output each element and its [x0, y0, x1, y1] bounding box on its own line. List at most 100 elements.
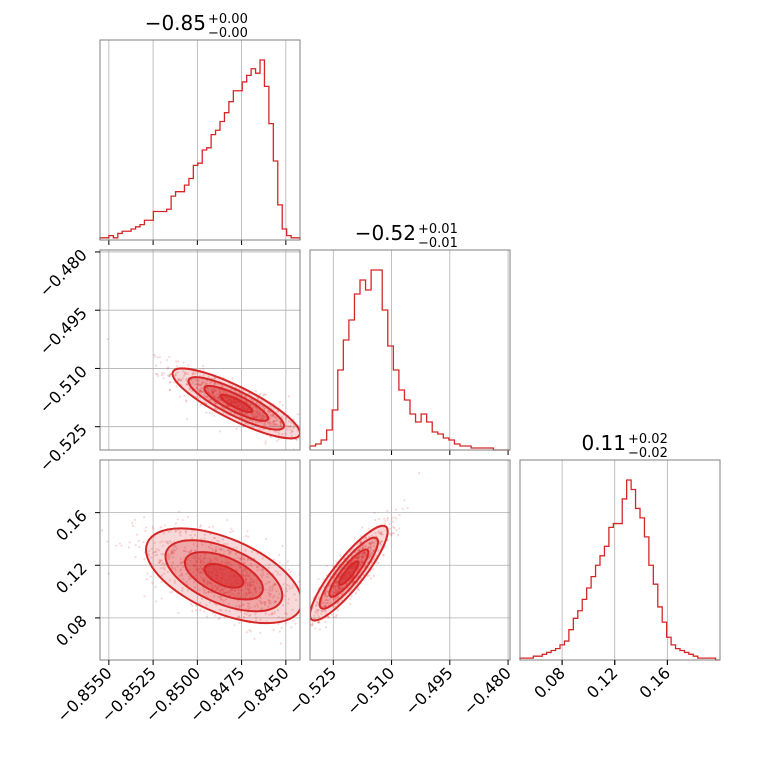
sample-point — [199, 557, 202, 560]
sample-point — [168, 375, 171, 378]
sample-point — [189, 602, 193, 606]
sample-point — [209, 543, 213, 546]
sample-point — [174, 529, 178, 533]
sample-point — [205, 379, 208, 382]
sample-point — [246, 583, 249, 586]
sample-point — [219, 598, 222, 601]
sample-point — [228, 591, 232, 594]
sample-point — [217, 396, 220, 399]
sample-point — [262, 428, 265, 431]
sample-point — [212, 387, 215, 391]
sample-point — [218, 616, 221, 620]
sample-point — [345, 582, 348, 585]
sample-point — [211, 547, 214, 550]
sample-point — [324, 609, 327, 612]
sample-point — [226, 392, 229, 395]
sample-point — [217, 393, 220, 396]
sample-point — [233, 589, 236, 592]
sample-point — [273, 612, 276, 615]
sample-point — [373, 511, 376, 514]
sample-point — [218, 540, 221, 543]
sample-point — [202, 557, 205, 560]
sample-point — [248, 573, 251, 576]
sample-point — [262, 394, 265, 397]
sample-point — [324, 604, 327, 607]
sample-point — [292, 427, 295, 430]
sample-point — [220, 385, 224, 388]
sample-point — [253, 637, 256, 640]
sample-point — [276, 419, 279, 422]
sample-point — [268, 595, 271, 598]
sample-point — [214, 401, 217, 405]
sample-point — [355, 557, 358, 560]
sample-point — [254, 613, 257, 616]
sample-point — [203, 395, 207, 398]
sample-point — [241, 574, 244, 577]
sample-point — [154, 550, 157, 554]
sample-point — [208, 557, 211, 560]
sample-point — [254, 415, 257, 418]
histogram-line-2 — [519, 479, 720, 661]
sample-point — [201, 571, 204, 574]
sample-point — [206, 396, 210, 399]
sample-point — [267, 599, 270, 602]
sample-point — [260, 575, 263, 579]
sample-point — [367, 547, 370, 550]
sample-point — [364, 544, 367, 547]
x-tick-labels-col-1: −0.525 −0.510 −0.495 −0.480 — [285, 660, 515, 719]
sample-point — [209, 398, 212, 401]
sample-point — [325, 564, 328, 567]
sample-point — [360, 552, 363, 555]
sample-point — [189, 379, 192, 383]
sample-point — [266, 572, 269, 576]
sample-point — [359, 552, 362, 556]
sample-point — [324, 450, 326, 452]
sample-point — [197, 384, 200, 387]
sample-point — [356, 557, 359, 560]
sample-point — [207, 375, 210, 379]
sample-point — [269, 405, 272, 408]
sample-point — [242, 593, 246, 597]
sample-point — [143, 516, 146, 519]
sample-point — [363, 545, 367, 548]
sample-point — [320, 612, 323, 616]
sample-point — [180, 379, 183, 382]
sample-point — [154, 554, 157, 557]
sample-point — [101, 529, 104, 532]
sample-point — [199, 609, 202, 612]
sample-point — [207, 581, 211, 584]
sample-point — [229, 550, 232, 554]
sample-point — [170, 564, 173, 567]
sample-point — [269, 436, 272, 439]
sample-point — [189, 550, 193, 553]
sample-point — [201, 390, 204, 393]
sample-point — [334, 615, 338, 618]
sample-point — [235, 551, 238, 555]
sample-point — [158, 558, 161, 562]
sample-point — [234, 605, 238, 608]
pair-panel-1 — [101, 510, 300, 645]
sample-point — [226, 543, 229, 546]
sample-point — [177, 378, 180, 382]
sample-point — [164, 540, 167, 543]
sample-point — [162, 563, 166, 566]
sample-point — [219, 391, 222, 394]
sample-point — [292, 424, 296, 427]
sample-point — [261, 413, 265, 417]
sample-point — [383, 517, 386, 520]
sample-point — [169, 553, 173, 556]
sample-point — [379, 532, 382, 535]
sample-point — [244, 578, 248, 581]
sample-point — [285, 589, 288, 593]
sample-point — [200, 538, 203, 541]
sample-point — [325, 601, 328, 605]
sample-point — [369, 546, 372, 549]
sample-point — [292, 584, 295, 587]
sample-point — [367, 546, 370, 549]
sample-point — [271, 572, 275, 575]
sample-point — [343, 584, 346, 588]
sample-point — [237, 588, 240, 591]
sample-point — [244, 579, 247, 582]
sample-point — [232, 394, 235, 397]
sample-point — [231, 588, 234, 592]
